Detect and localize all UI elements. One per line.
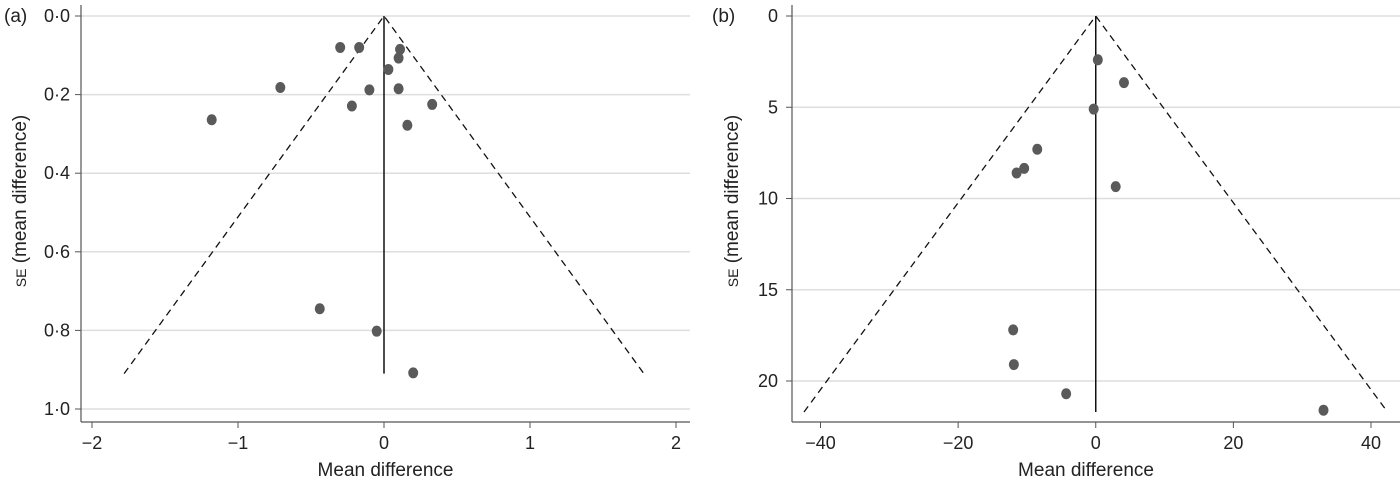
x-tick-label: 2 [671, 433, 681, 453]
study-point [1011, 167, 1022, 179]
y-axis-label-se: SE [725, 269, 741, 288]
study-point [1092, 54, 1103, 66]
x-tick-label: 40 [1361, 433, 1381, 453]
funnel-confidence-limits [123, 14, 645, 375]
study-point [1061, 388, 1072, 400]
x-tick-label: −2 [82, 433, 103, 453]
y-tick-label: 15 [758, 280, 778, 300]
study-point [1032, 143, 1043, 155]
study-point [393, 83, 404, 95]
x-tick-label: 0 [1091, 433, 1101, 453]
study-point [393, 52, 404, 64]
x-tick-label: −40 [805, 433, 836, 453]
study-point [1318, 404, 1329, 416]
study-point [314, 303, 325, 315]
x-tick-label: −20 [943, 433, 974, 453]
study-point [1110, 181, 1121, 193]
study-point [1118, 77, 1129, 89]
panel-label: (a) [4, 6, 27, 27]
y-tick-label: 20 [758, 371, 778, 391]
study-point [364, 84, 375, 96]
y-axis-label-rest: (mean difference) [722, 115, 743, 269]
study-point [354, 41, 365, 53]
y-axis-label-rest: (mean difference) [10, 115, 31, 269]
panel-b: 0 5 10 15 20 −40 −20 0 20 40 (b) Mean difference SE … [712, 5, 1400, 481]
x-tick-label: 20 [1223, 433, 1243, 453]
study-point [335, 41, 346, 53]
study-point [383, 63, 394, 75]
study-point [1008, 324, 1019, 336]
x-tick-label: −1 [228, 433, 249, 453]
y-tick-label: 0·8 [44, 320, 70, 340]
study-point [1008, 359, 1019, 371]
x-tick-label: 1 [525, 433, 535, 453]
study-point [1088, 103, 1099, 115]
panel-a: 0·0 0·2 0·4 0·6 0·8 1·0 −2 −1 0 1 2 (a) Mean differe… [4, 5, 690, 481]
y-tick-label: 5 [768, 97, 778, 117]
y-tick-label: 0·0 [44, 6, 70, 26]
y-axis-label: SE (mean difference) [10, 115, 31, 288]
study-point [275, 82, 286, 94]
y-axis-label-se: SE [13, 269, 29, 288]
study-point [1019, 162, 1030, 174]
study-point [206, 114, 217, 126]
x-tick-label: 0 [379, 433, 389, 453]
y-tick-label: 0·6 [44, 242, 70, 262]
study-point [395, 43, 406, 55]
study-point [408, 367, 419, 379]
study-point [346, 100, 357, 112]
y-tick-label: 0·4 [44, 163, 70, 183]
x-axis-label: Mean difference [1018, 460, 1154, 481]
study-point [371, 325, 382, 337]
study-point [402, 119, 413, 131]
y-axis-label: SE (mean difference) [722, 115, 743, 288]
funnel-confidence-limits [803, 14, 1389, 413]
y-tick-label: 10 [758, 189, 778, 209]
study-point [427, 98, 438, 110]
y-tick-label: 1·0 [44, 399, 70, 419]
panel-label: (b) [712, 6, 735, 27]
y-tick-label: 0 [768, 6, 778, 26]
x-axis-label: Mean difference [318, 460, 454, 481]
y-tick-label: 0·2 [44, 85, 70, 105]
